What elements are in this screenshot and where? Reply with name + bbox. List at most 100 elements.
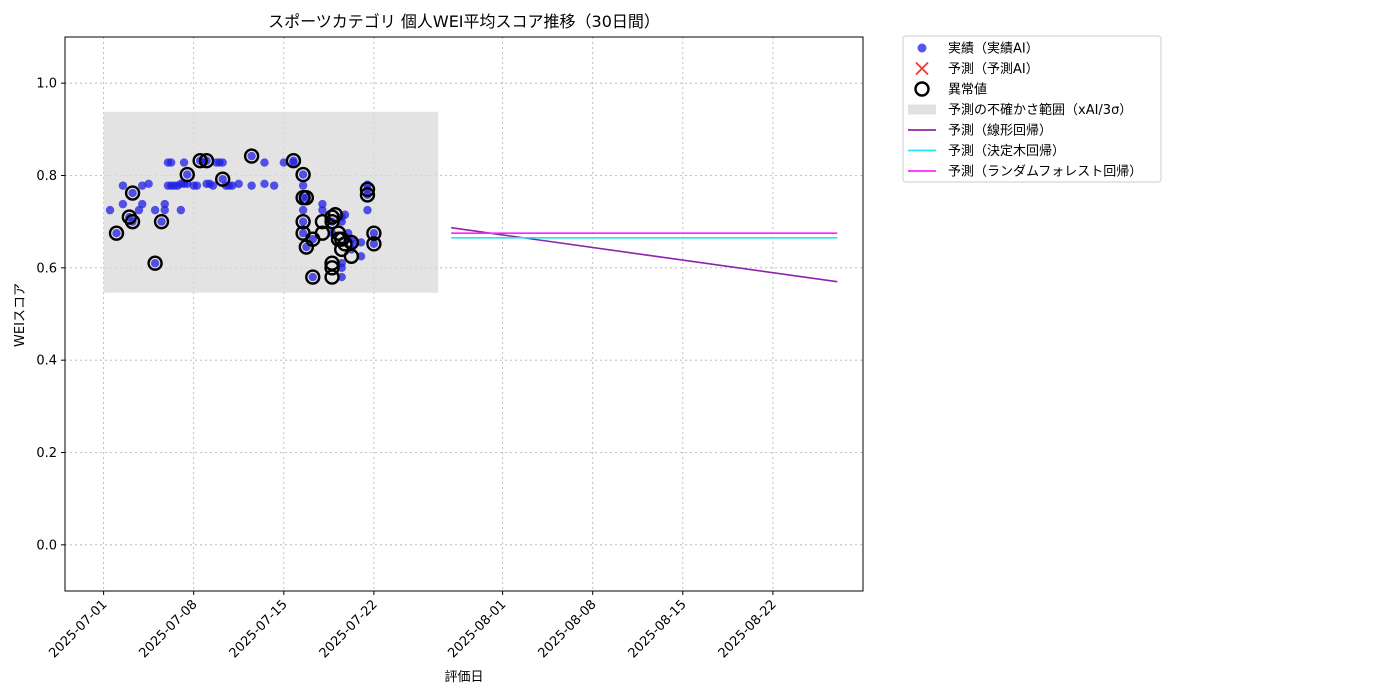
actual-point: [340, 210, 350, 219]
anomaly-marker: [337, 236, 353, 252]
actual-point: [289, 158, 298, 167]
x-tick-label: 2025-08-08: [536, 597, 600, 661]
x-tick-label: 2025-07-08: [137, 597, 201, 661]
linear-regression-line: [451, 226, 838, 283]
legend-label: 異常値: [948, 82, 987, 98]
legend-label: 予測（ランダムフォレスト回帰）: [948, 164, 1142, 180]
actual-point: [228, 181, 237, 190]
actual-point: [356, 238, 366, 247]
y-tick-label: 0.2: [36, 446, 57, 461]
x-tick-label: 2025-07-22: [317, 597, 381, 661]
legend-frame: [902, 35, 1162, 183]
actual-point: [150, 259, 160, 268]
anomaly-marker: [124, 213, 141, 230]
y-axis-ticks: 0.0 0.2 0.4 0.6 0.8 1.0: [36, 77, 65, 553]
legend-label: 予測（決定木回帰）: [948, 143, 1065, 159]
actual-point: [269, 181, 279, 190]
actual-point: [318, 199, 327, 209]
y-tick-label: 1.0: [36, 77, 57, 92]
actual-point: [128, 188, 137, 198]
actual-point: [234, 179, 243, 189]
anomaly-marker: [214, 171, 231, 187]
actual-point: [298, 217, 308, 226]
actual-point: [247, 181, 256, 190]
x-tick-label: 2025-08-15: [626, 597, 690, 661]
anomaly-marker: [327, 207, 343, 223]
y-tick-label: 0.6: [36, 261, 57, 276]
actual-point: [192, 181, 202, 190]
actual-point: [363, 205, 372, 215]
x-tick-label: 2025-07-15: [227, 597, 291, 661]
legend-label: 予測（線形回帰）: [948, 123, 1052, 139]
anomaly-marker: [147, 255, 163, 271]
actual-point: [260, 158, 269, 167]
anomaly-marker: [295, 213, 311, 230]
uncertainty-band-layer: [103, 111, 439, 293]
y-tick-label: 0.8: [36, 169, 57, 184]
anomaly-marker: [359, 181, 376, 198]
anomaly-marker: [243, 148, 260, 164]
grid-layer: [65, 37, 863, 591]
actual-point: [118, 181, 128, 190]
actual-point: [337, 263, 346, 273]
actual-point: [105, 205, 115, 215]
y-tick-label: 0.0: [36, 538, 57, 553]
anomaly-marker: [359, 187, 376, 203]
actual-point: [318, 205, 327, 215]
y-tick-label: 0.4: [36, 354, 57, 369]
anomaly-marker: [314, 225, 331, 241]
anomaly-marker: [366, 225, 382, 241]
actual-point: [247, 151, 256, 161]
plot-frame: [64, 36, 864, 592]
actual-point: [112, 229, 121, 238]
actual-point: [369, 239, 379, 249]
actual-point: [138, 181, 147, 190]
anomaly-marker: [298, 189, 315, 206]
actual-point: [160, 205, 169, 215]
x-tick-label: 2025-08-22: [716, 597, 780, 661]
anomaly-marker: [179, 166, 195, 183]
actual-point: [298, 181, 308, 190]
y-axis-label: WEIスコア: [13, 283, 28, 347]
actual-point: [179, 158, 189, 167]
legend-actual-swatch: [917, 43, 927, 53]
actual-point: [160, 199, 169, 209]
x-tick-label: 2025-07-01: [46, 597, 110, 661]
actual-point: [118, 199, 128, 209]
anomaly-marker: [324, 209, 340, 225]
anomaly-marker: [108, 225, 125, 241]
anomaly-points-layer: [108, 148, 382, 285]
legend-label: 実績（実績AI）: [948, 41, 1039, 57]
actual-point: [308, 272, 317, 282]
anomaly-marker: [192, 153, 208, 169]
x-axis-ticks: 2025-07-01 2025-07-08 2025-07-15 2025-07-22…: [46, 591, 780, 661]
uncertainty-band: [103, 111, 439, 293]
x-axis-label: 評価日: [444, 670, 483, 685]
anomaly-marker: [343, 234, 360, 251]
anomaly-marker: [153, 213, 170, 230]
actual-point: [176, 205, 186, 215]
anomaly-marker: [324, 260, 340, 276]
actual-point: [144, 179, 153, 189]
legend-label: 予測（予測AI）: [948, 62, 1039, 77]
actual-point: [208, 181, 218, 190]
regression-lines-layer: [451, 226, 838, 283]
actual-point: [298, 229, 308, 238]
anomaly-marker: [366, 236, 382, 252]
actual-point: [369, 229, 379, 238]
x-tick-label: 2025-08-01: [445, 597, 509, 661]
actual-point: [356, 252, 366, 261]
actual-point: [298, 205, 308, 215]
legend-predicted-swatch: [915, 61, 929, 76]
anomaly-marker: [324, 255, 340, 271]
chart-title: スポーツカテゴリ 個人WEI平均スコア推移（30日間）: [268, 12, 660, 31]
actual-point: [218, 158, 227, 167]
legend-anomaly-swatch: [914, 81, 930, 97]
actual-point: [150, 205, 160, 215]
anomaly-marker: [305, 269, 321, 285]
actual-point: [218, 174, 227, 184]
anomaly-marker: [124, 185, 141, 201]
anomaly-marker: [198, 153, 215, 169]
